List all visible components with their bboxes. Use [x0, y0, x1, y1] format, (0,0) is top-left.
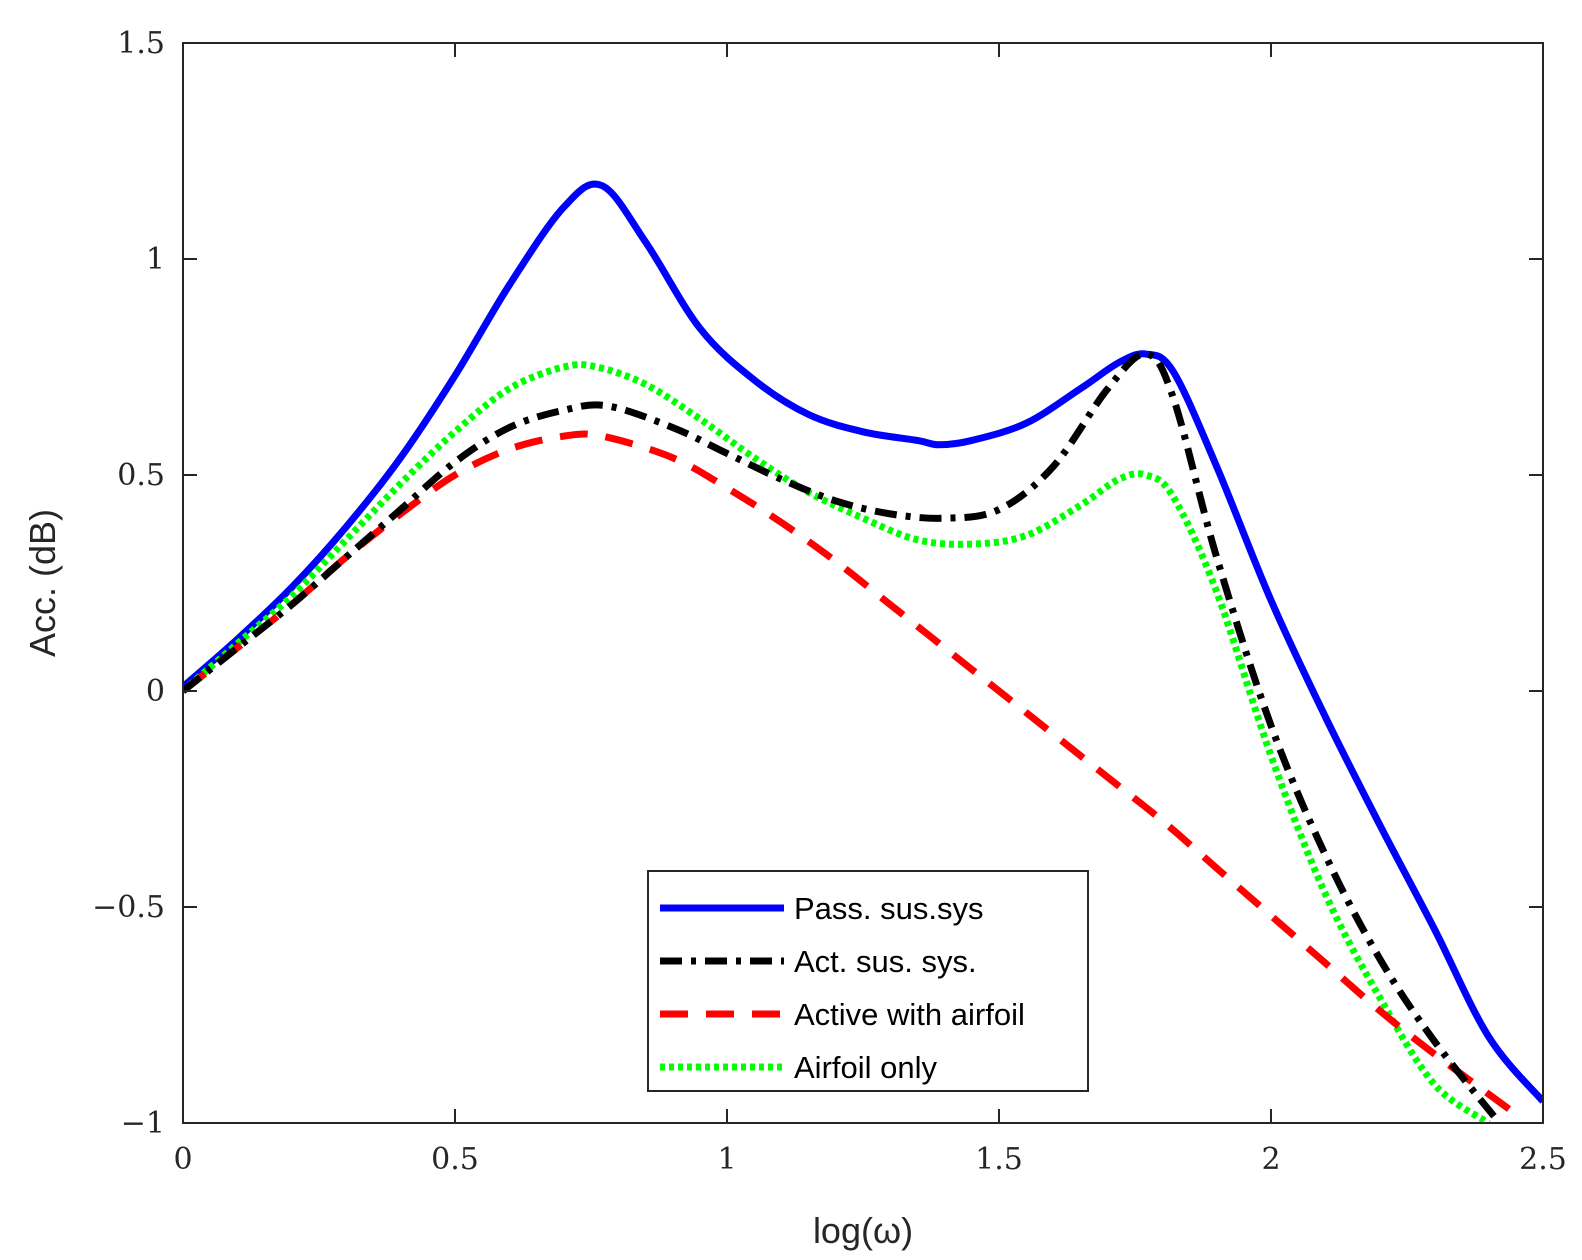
tick-layer: 0 0.5 1 1.5 2 2.5 −1 −0.5 0 0.5 1 1.5 — [92, 26, 1567, 1177]
y-tick-label: −1 — [121, 1106, 165, 1141]
legend-label-2: Active with airfoil — [794, 997, 1025, 1032]
axes-box — [182, 42, 1544, 1124]
series-line-3 — [183, 361, 1491, 1123]
series-line-1 — [183, 350, 1503, 1123]
legend-label-1: Act. sus. sys. — [794, 944, 977, 979]
series-layer — [183, 180, 1543, 1123]
x-axis-label: log(ω) — [813, 1210, 913, 1251]
y-tick-label: −0.5 — [92, 890, 165, 925]
y-tick-label: 1 — [146, 242, 165, 277]
y-tick-label: 1.5 — [117, 26, 165, 61]
legend-label-3: Airfoil only — [794, 1050, 937, 1085]
x-tick-label: 0 — [173, 1142, 192, 1177]
y-axis-label: Acc. (dB) — [22, 509, 63, 657]
legend-entries: Pass. sus.sys Act. sus. sys. Active with a… — [660, 891, 1025, 1085]
x-tick-label: 1.5 — [975, 1142, 1023, 1177]
series-line-0 — [183, 180, 1543, 1104]
x-tick-label: 1 — [717, 1142, 736, 1177]
y-tick-label: 0 — [146, 674, 165, 709]
y-tick-label: 0.5 — [117, 458, 165, 493]
x-tick-label: 2.5 — [1519, 1142, 1567, 1177]
x-tick-label: 2 — [1261, 1142, 1280, 1177]
legend-label-0: Pass. sus.sys — [794, 891, 984, 926]
legend: Pass. sus.sys Act. sus. sys. Active with a… — [647, 870, 1089, 1092]
x-tick-label: 0.5 — [431, 1142, 479, 1177]
